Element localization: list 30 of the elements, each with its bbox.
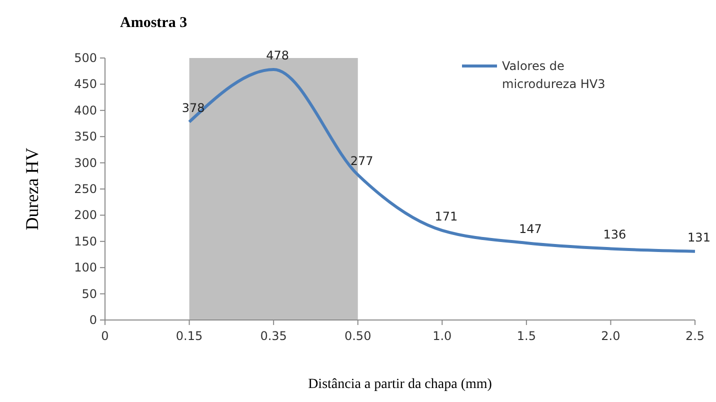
- x-tick-label: 0.15: [176, 329, 203, 343]
- x-axis-title: Distância a partir da chapa (mm): [308, 377, 492, 392]
- data-label: 277: [350, 154, 374, 168]
- y-tick-label: 500: [74, 51, 97, 65]
- x-tick-label: 0.50: [344, 329, 372, 343]
- y-tick-label: 150: [74, 234, 97, 248]
- x-tick-label: 0.35: [260, 329, 287, 343]
- y-tick-label: 300: [74, 156, 97, 170]
- data-label: 147: [518, 222, 542, 236]
- data-label: 136: [603, 228, 626, 242]
- data-label: 171: [434, 209, 458, 224]
- x-tick-label: 2.0: [601, 329, 620, 343]
- y-tick-label: 450: [74, 77, 97, 92]
- y-tick-label: 50: [82, 286, 97, 301]
- data-label: 131: [688, 230, 710, 244]
- legend-label: Valores de microdureza HV3: [502, 59, 606, 91]
- x-tick-label: 1.0: [432, 329, 452, 343]
- x-tick-label: 0: [101, 329, 109, 343]
- y-tick-label: 350: [74, 130, 97, 144]
- x-tick-label: 1.5: [516, 329, 536, 343]
- y-tick-label: 0: [89, 313, 97, 327]
- y-tick-label: 400: [74, 103, 97, 118]
- x-tick-label: 2.5: [685, 329, 705, 343]
- data-label: 378: [182, 100, 205, 115]
- y-tick-label: 200: [74, 208, 97, 222]
- data-label: 478: [266, 48, 290, 63]
- y-tick-label: 100: [74, 260, 97, 275]
- y-tick-label: 250: [74, 182, 97, 196]
- y-axis-title: Dureza HV: [22, 148, 42, 230]
- chart-title: Amostra 3: [120, 15, 188, 31]
